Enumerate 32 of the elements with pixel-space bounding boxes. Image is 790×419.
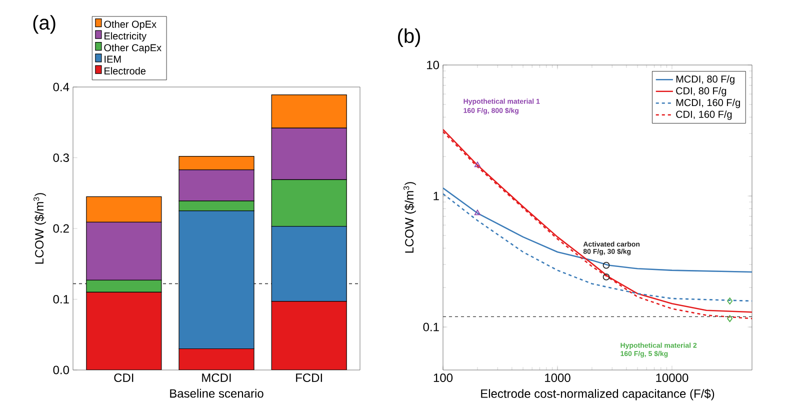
y-tick-label: 0.1 <box>423 322 439 332</box>
legend-label: Electricity <box>104 32 147 42</box>
legend-label: Electrode <box>104 67 146 75</box>
legend-label: Other CapEx <box>104 44 162 54</box>
bar <box>271 301 347 370</box>
x-tick-label: 1000 <box>545 374 570 382</box>
x-tick-label: 100 <box>434 374 453 382</box>
y-tick-label: 0.2 <box>53 224 69 233</box>
x-axis-title: Electrode cost-normalized capacitance (F/$) <box>481 388 714 400</box>
chart-title: (b) <box>398 28 420 47</box>
x-tick-label: FCDI <box>296 374 322 382</box>
bar <box>179 348 254 370</box>
y-axis-title: LCOW ($/m$^{3}$) <box>404 182 416 253</box>
x-tick-label: CDI <box>114 374 134 382</box>
x-tick-label: 10000 <box>656 374 688 382</box>
chart-title: (a) <box>33 15 56 34</box>
y-axis-title: LCOW ($/m$^{3}$) <box>34 193 46 264</box>
y-tick-label: 10 <box>427 60 440 70</box>
legend-label: MCDI, 80 F/g <box>676 75 734 85</box>
x-tick-label: MCDI <box>202 374 231 382</box>
y-tick-label: 0.3 <box>53 153 69 162</box>
y-tick-label: 0.1 <box>53 294 69 304</box>
legend-label: MCDI, 160 F/g <box>676 98 740 108</box>
x-axis-title: Baseline scenario <box>170 388 264 398</box>
y-tick-label: 1 <box>434 192 439 200</box>
legend-label: CDI, 80 F/g <box>676 87 726 96</box>
y-tick-label: 0.0 <box>53 366 70 374</box>
y-tick-label: 0.4 <box>53 82 70 92</box>
bar <box>86 292 162 370</box>
legend-label: Other OpEx <box>104 20 156 30</box>
legend-label: IEM <box>104 56 121 63</box>
legend-label: CDI, 160 F/g <box>676 110 732 120</box>
